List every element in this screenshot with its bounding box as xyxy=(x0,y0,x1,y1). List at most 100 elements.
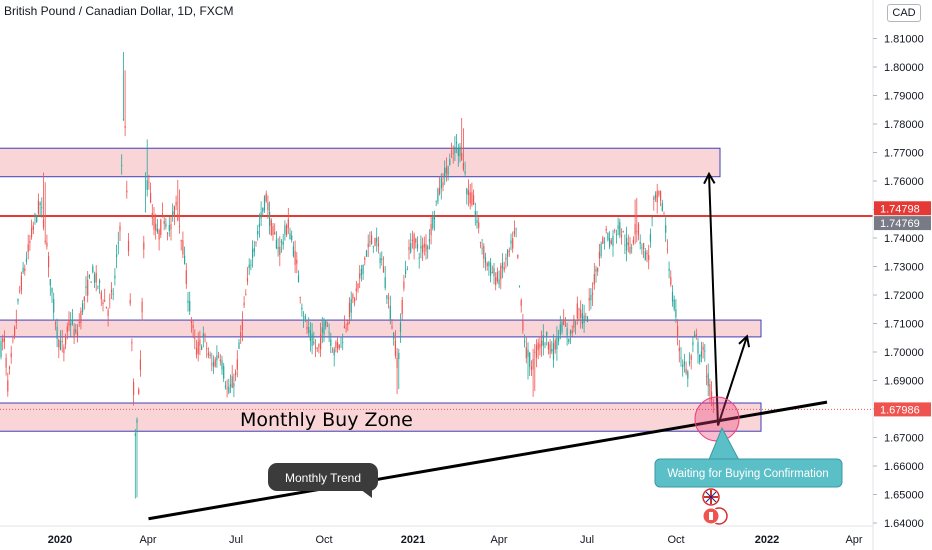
monthly-trend-line[interactable] xyxy=(148,400,828,521)
canada-flag-icon[interactable] xyxy=(702,507,728,525)
uk-flag-icon[interactable] xyxy=(702,488,720,506)
candle xyxy=(399,313,402,343)
trend-callout-box xyxy=(268,463,378,491)
candle xyxy=(121,154,123,175)
candle xyxy=(415,237,417,249)
supply-demand-zone-2[interactable] xyxy=(0,319,762,338)
candle xyxy=(454,136,456,162)
candle xyxy=(286,223,288,238)
candle xyxy=(156,218,158,235)
candle xyxy=(238,339,240,350)
candle xyxy=(564,317,566,327)
candle xyxy=(673,295,675,312)
candle xyxy=(12,335,14,344)
candle xyxy=(199,330,201,356)
candle xyxy=(365,249,368,258)
candle xyxy=(197,332,199,362)
candle xyxy=(428,229,430,250)
candle xyxy=(413,232,415,260)
projection-arrow[interactable] xyxy=(717,334,751,426)
candle xyxy=(105,306,107,309)
confirmation-callout[interactable]: Waiting for Buying Confirmation xyxy=(654,426,843,488)
candle xyxy=(422,237,424,261)
candle xyxy=(376,227,378,252)
candle xyxy=(393,331,395,346)
candle xyxy=(102,299,104,312)
candle xyxy=(493,262,495,285)
candle xyxy=(338,344,340,351)
candle xyxy=(481,238,483,255)
candle xyxy=(457,143,459,167)
candle xyxy=(442,173,444,192)
candle xyxy=(405,260,407,279)
candle xyxy=(464,161,466,176)
candle xyxy=(277,238,279,257)
candle xyxy=(284,220,286,241)
candle xyxy=(221,355,223,375)
candle xyxy=(127,233,130,257)
candle xyxy=(59,330,62,351)
candle xyxy=(354,296,356,307)
candle xyxy=(63,344,65,362)
candle xyxy=(150,182,152,204)
candle xyxy=(447,165,449,181)
time-axis[interactable]: 2020 Apr Jul Oct 2021 Apr Jul Oct 2022 Apr xyxy=(0,525,873,546)
candle xyxy=(253,240,255,257)
candle xyxy=(410,233,412,254)
candle xyxy=(192,319,194,339)
candle xyxy=(683,353,685,373)
candle xyxy=(668,261,670,279)
candle xyxy=(661,199,663,212)
candle xyxy=(371,231,373,245)
candle xyxy=(287,208,289,235)
supply-demand-zone-3[interactable] xyxy=(0,402,762,432)
candle xyxy=(680,347,682,367)
candle xyxy=(48,251,50,278)
candle xyxy=(70,312,72,337)
candle xyxy=(163,215,165,231)
currency-badge[interactable]: CAD xyxy=(887,4,921,22)
candle xyxy=(362,264,364,280)
monthly-trend-callout[interactable]: Monthly Trend xyxy=(268,463,378,498)
price-axis[interactable]: 1.640001.650001.660001.670001.680001.690… xyxy=(872,0,924,550)
candle xyxy=(576,296,578,325)
candle xyxy=(80,307,82,330)
projection-arrow[interactable] xyxy=(703,171,719,426)
candle xyxy=(54,320,56,331)
candle xyxy=(146,139,148,197)
candle xyxy=(439,176,441,196)
buy-zone-label: Monthly Buy Zone xyxy=(240,409,413,431)
candle xyxy=(416,236,419,252)
candle xyxy=(37,193,39,216)
candle xyxy=(603,237,606,250)
candle xyxy=(513,220,515,237)
candle xyxy=(529,351,531,376)
candle xyxy=(704,343,706,362)
candle xyxy=(224,380,226,390)
candle xyxy=(517,254,519,260)
candle xyxy=(7,372,9,397)
candle xyxy=(306,320,308,335)
candle xyxy=(411,230,413,249)
candle xyxy=(243,296,245,308)
supply-demand-zone-1[interactable] xyxy=(0,147,721,178)
confirmation-text: Waiting for Buying Confirmation xyxy=(667,468,828,480)
candle xyxy=(297,270,300,283)
candle xyxy=(459,142,461,163)
candle xyxy=(643,242,645,259)
candle xyxy=(479,241,481,249)
candle xyxy=(636,197,638,243)
candle xyxy=(478,217,480,234)
candle xyxy=(75,323,77,335)
candle xyxy=(360,264,362,282)
candle xyxy=(201,344,203,351)
candle xyxy=(340,336,342,349)
candle xyxy=(275,231,277,250)
candle xyxy=(677,319,679,346)
candle xyxy=(666,239,668,254)
candle xyxy=(634,199,636,245)
candle xyxy=(597,267,599,276)
candle xyxy=(20,271,22,295)
y-tick-label: 1.69000 xyxy=(884,376,924,388)
